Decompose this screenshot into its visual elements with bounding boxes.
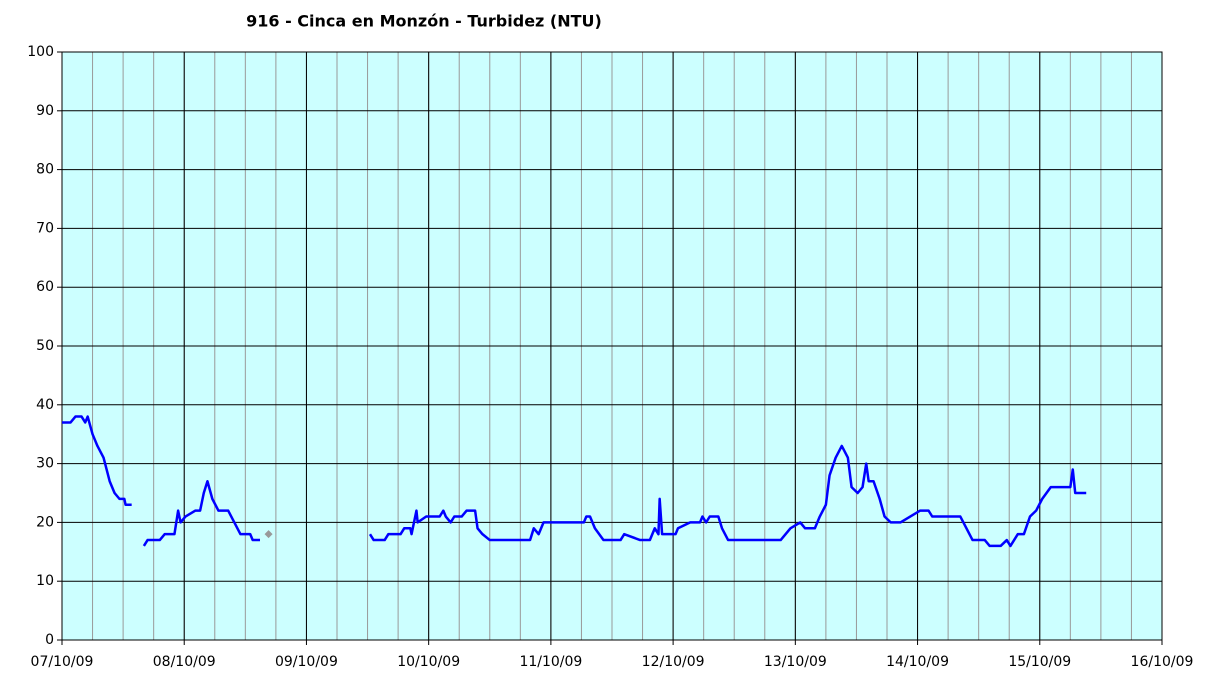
x-tick-label: 14/10/09: [886, 654, 949, 670]
data-line: [62, 415, 1087, 548]
y-tick-label: 10: [36, 573, 54, 589]
x-tick-label: 07/10/09: [31, 654, 94, 670]
x-tick-label: 12/10/09: [642, 654, 705, 670]
x-tick-label: 16/10/09: [1131, 654, 1194, 670]
y-tick-label: 60: [36, 279, 54, 295]
x-tick-label: 15/10/09: [1008, 654, 1071, 670]
marker: [264, 530, 273, 539]
y-tick-label: 20: [36, 514, 54, 530]
chart-title: 916 - Cinca en Monzón - Turbidez (NTU): [246, 12, 602, 31]
y-tick-label: 100: [27, 44, 54, 60]
y-tick-label: 30: [36, 456, 54, 472]
x-tick-label: 10/10/09: [397, 654, 460, 670]
x-tick-label: 09/10/09: [275, 654, 338, 670]
plot-border: [61, 51, 1163, 641]
y-tick-label: 40: [36, 397, 54, 413]
x-tick-label: 11/10/09: [519, 654, 582, 670]
x-tick-label: 08/10/09: [153, 654, 216, 670]
x-tick-label: 13/10/09: [764, 654, 827, 670]
y-tick-label: 70: [36, 220, 54, 236]
y-tick-label: 50: [36, 338, 54, 354]
y-tick-label: 90: [36, 103, 54, 119]
y-tick-label: 0: [45, 632, 54, 648]
y-tick-label: 80: [36, 162, 54, 178]
